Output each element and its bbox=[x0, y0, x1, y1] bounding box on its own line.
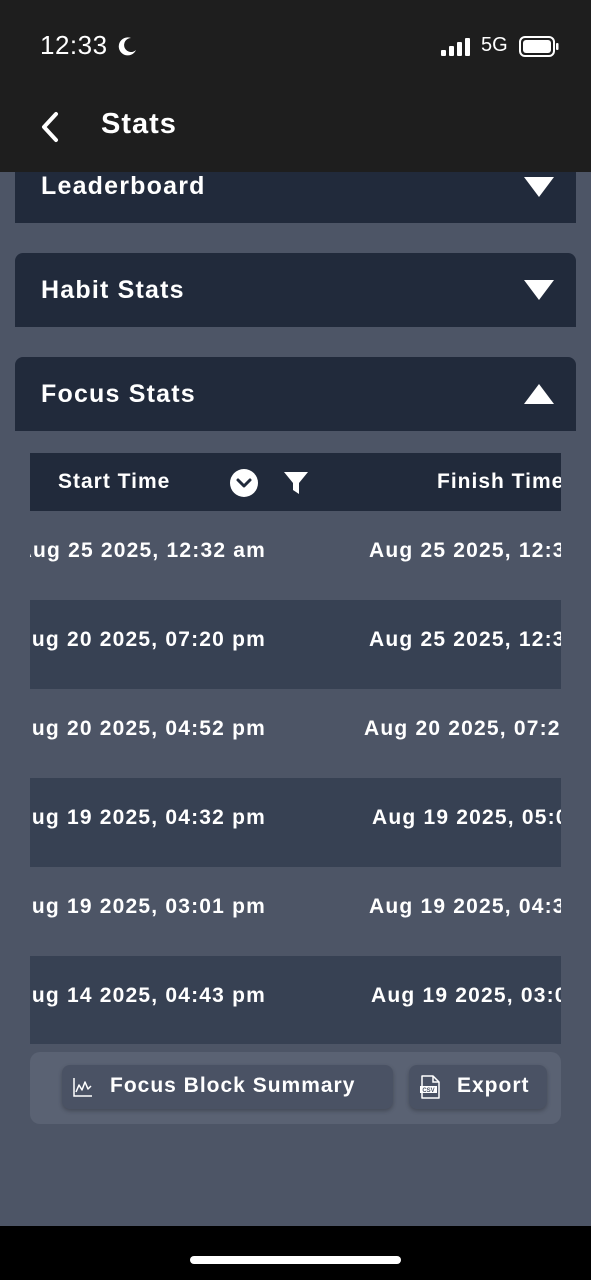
csv-file-icon: CSV bbox=[420, 1075, 440, 1099]
cell-finish-time: Aug 25 2025, 12:33 am bbox=[369, 539, 561, 562]
cell-start-time: Aug 19 2025, 04:32 pm bbox=[30, 806, 266, 829]
leaderboard-title: Leaderboard bbox=[41, 172, 206, 200]
cell-finish-time: Aug 19 2025, 03:01 pm bbox=[371, 984, 561, 1007]
focus-table[interactable]: Start Time Finish Time Aug 25 2025, 12:3… bbox=[30, 453, 561, 1044]
table-footer: Focus Block Summary CSV Export bbox=[30, 1052, 561, 1124]
cell-start-time: Aug 25 2025, 12:32 am bbox=[30, 539, 266, 562]
table-header: Start Time Finish Time bbox=[30, 453, 561, 511]
export-button[interactable]: CSV Export bbox=[409, 1065, 547, 1109]
focus-stats-panel[interactable]: Focus Stats bbox=[15, 357, 576, 431]
cell-start-time: Aug 20 2025, 07:20 pm bbox=[30, 628, 266, 651]
cell-start-time: Aug 19 2025, 03:01 pm bbox=[30, 895, 266, 918]
cell-start-time: Aug 14 2025, 04:43 pm bbox=[30, 984, 266, 1007]
header-finish-time[interactable]: Finish Time bbox=[437, 470, 561, 493]
page-title: Stats bbox=[101, 108, 177, 140]
moon-icon bbox=[118, 37, 136, 56]
cell-finish-time: Aug 20 2025, 07:20 pm bbox=[364, 717, 561, 740]
chevron-left-icon[interactable] bbox=[38, 110, 64, 144]
triangle-down-icon[interactable] bbox=[523, 176, 555, 198]
focus-stats-title: Focus Stats bbox=[41, 380, 196, 408]
cell-start-time: Aug 20 2025, 04:52 pm bbox=[30, 717, 266, 740]
signal-icon bbox=[441, 38, 473, 56]
cell-finish-time: Aug 19 2025, 04:32 pm bbox=[369, 895, 561, 918]
table-row[interactable]: Aug 14 2025, 04:43 pm Aug 19 2025, 03:01… bbox=[30, 956, 561, 1044]
line-chart-icon bbox=[73, 1078, 92, 1097]
table-row[interactable]: Aug 20 2025, 07:20 pm Aug 25 2025, 12:32… bbox=[30, 600, 561, 689]
header-start-time[interactable]: Start Time bbox=[58, 470, 171, 493]
habit-stats-title: Habit Stats bbox=[41, 276, 185, 304]
table-row[interactable]: Aug 20 2025, 04:52 pm Aug 20 2025, 07:20… bbox=[30, 689, 561, 778]
status-bar: 12:33 5G bbox=[0, 0, 591, 90]
table-row[interactable]: Aug 19 2025, 04:32 pm Aug 19 2025, 05:01… bbox=[30, 778, 561, 867]
triangle-down-icon[interactable] bbox=[523, 279, 555, 301]
home-indicator[interactable] bbox=[190, 1256, 401, 1264]
focus-block-summary-button[interactable]: Focus Block Summary bbox=[62, 1065, 393, 1109]
filter-icon[interactable] bbox=[283, 470, 309, 496]
leaderboard-panel[interactable]: Leaderboard bbox=[15, 172, 576, 223]
chevron-circle-down-icon[interactable] bbox=[229, 468, 259, 498]
home-indicator-area bbox=[0, 1226, 591, 1280]
cell-finish-time: Aug 25 2025, 12:32 am bbox=[369, 628, 561, 651]
focus-block-summary-label: Focus Block Summary bbox=[110, 1074, 356, 1097]
nav-bar: Stats bbox=[0, 90, 591, 172]
habit-stats-panel[interactable]: Habit Stats bbox=[15, 253, 576, 327]
cell-finish-time: Aug 19 2025, 05:01 pm bbox=[372, 806, 561, 829]
table-row[interactable]: Aug 19 2025, 03:01 pm Aug 19 2025, 04:32… bbox=[30, 867, 561, 956]
status-time: 12:33 bbox=[40, 30, 108, 60]
battery-icon bbox=[519, 36, 559, 57]
table-row[interactable]: Aug 25 2025, 12:32 am Aug 25 2025, 12:33… bbox=[30, 511, 561, 600]
triangle-up-icon[interactable] bbox=[523, 383, 555, 405]
svg-text:CSV: CSV bbox=[422, 1088, 434, 1094]
network-label: 5G bbox=[481, 34, 508, 56]
export-label: Export bbox=[457, 1074, 530, 1097]
